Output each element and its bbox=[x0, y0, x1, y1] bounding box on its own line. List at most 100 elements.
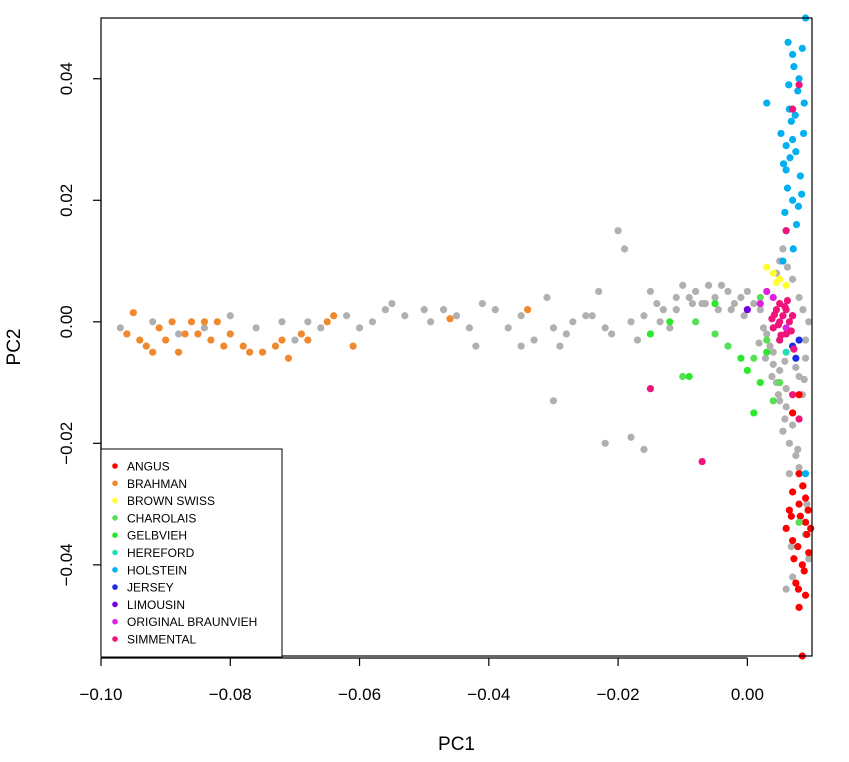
point-charolais bbox=[795, 518, 803, 526]
point-brahman bbox=[181, 330, 189, 338]
x-tick-label: −0.02 bbox=[597, 685, 640, 704]
point-unlabeled bbox=[805, 555, 813, 563]
point-unlabeled bbox=[779, 245, 787, 253]
legend-label: ORIGINAL BRAUNVIEH bbox=[127, 615, 257, 629]
point-angus bbox=[803, 530, 811, 539]
point-unlabeled bbox=[317, 324, 325, 332]
point-charolais bbox=[763, 336, 771, 344]
point-holstein bbox=[785, 81, 793, 89]
x-tick-label: −0.04 bbox=[467, 685, 510, 704]
point-holstein bbox=[800, 99, 808, 107]
point-unlabeled bbox=[763, 330, 771, 338]
x-tick-label: −0.08 bbox=[209, 685, 252, 704]
point-brahman bbox=[239, 342, 247, 350]
point-brahman bbox=[349, 342, 357, 350]
point-holstein bbox=[787, 117, 795, 125]
point-simmental bbox=[768, 315, 776, 323]
point-unlabeled bbox=[794, 445, 802, 454]
point-unlabeled bbox=[149, 318, 157, 326]
point-holstein bbox=[795, 75, 803, 83]
point-gelbvieh bbox=[763, 348, 771, 356]
y-axis: −0.04 −0.02 0.00 0.02 0.04 bbox=[57, 62, 102, 586]
point-original-braunvieh bbox=[756, 299, 764, 308]
point-holstein bbox=[782, 142, 790, 150]
point-unlabeled bbox=[355, 324, 364, 332]
legend-label: JERSEY bbox=[127, 581, 174, 595]
point-unlabeled bbox=[620, 245, 629, 253]
point-brahman bbox=[207, 336, 215, 344]
point-unlabeled bbox=[640, 312, 648, 320]
point-brahman bbox=[168, 318, 176, 326]
point-unlabeled bbox=[776, 397, 784, 405]
point-angus bbox=[801, 518, 810, 526]
point-unlabeled bbox=[769, 348, 777, 356]
point-brahman bbox=[226, 330, 234, 338]
point-unlabeled bbox=[304, 318, 312, 326]
legend-marker bbox=[112, 532, 118, 538]
legend-marker bbox=[112, 515, 118, 521]
y-tick-label: −0.02 bbox=[57, 422, 76, 465]
point-unlabeled bbox=[517, 342, 525, 350]
point-gelbvieh bbox=[711, 299, 719, 308]
point-angus bbox=[798, 561, 806, 569]
point-holstein bbox=[789, 196, 797, 204]
point-angus bbox=[794, 543, 802, 551]
point-charolais bbox=[776, 378, 784, 387]
point-brahman bbox=[187, 318, 196, 326]
point-simmental bbox=[779, 312, 787, 320]
point-unlabeled bbox=[659, 306, 667, 314]
point-unlabeled bbox=[799, 306, 807, 314]
point-unlabeled bbox=[672, 306, 680, 314]
point-charolais bbox=[692, 318, 700, 326]
point-brown-swiss bbox=[763, 263, 771, 271]
point-unlabeled bbox=[761, 354, 770, 362]
point-unlabeled bbox=[679, 281, 687, 289]
point-brown-swiss bbox=[769, 269, 777, 277]
point-unlabeled bbox=[785, 439, 793, 447]
point-angus bbox=[782, 524, 790, 533]
point-gelbvieh bbox=[756, 378, 764, 387]
point-holstein bbox=[801, 470, 810, 478]
point-unlabeled bbox=[781, 415, 789, 423]
point-unlabeled bbox=[653, 299, 661, 308]
point-holstein bbox=[789, 135, 797, 144]
point-unlabeled bbox=[252, 324, 260, 332]
point-unlabeled bbox=[805, 318, 813, 326]
point-angus bbox=[790, 555, 798, 563]
point-brahman bbox=[142, 342, 150, 350]
point-brahman bbox=[524, 306, 532, 314]
point-unlabeled bbox=[116, 324, 124, 332]
point-holstein bbox=[791, 111, 799, 119]
point-limousin bbox=[743, 306, 751, 314]
point-unlabeled bbox=[517, 312, 525, 320]
point-holstein bbox=[799, 129, 808, 138]
point-brahman bbox=[194, 330, 202, 338]
point-simmental bbox=[789, 105, 797, 113]
point-unlabeled bbox=[420, 306, 428, 314]
point-holstein bbox=[777, 129, 785, 138]
point-unlabeled bbox=[792, 363, 800, 371]
point-holstein bbox=[792, 220, 801, 229]
point-unlabeled bbox=[717, 281, 726, 289]
point-holstein bbox=[763, 99, 771, 107]
point-unlabeled bbox=[782, 385, 790, 393]
point-unlabeled bbox=[543, 293, 551, 302]
point-angus bbox=[801, 591, 810, 599]
legend-label: BROWN SWISS bbox=[127, 494, 215, 508]
point-angus bbox=[804, 506, 812, 514]
point-unlabeled bbox=[801, 336, 810, 344]
point-holstein bbox=[786, 154, 794, 162]
point-unlabeled bbox=[478, 299, 486, 308]
point-brahman bbox=[200, 318, 209, 326]
point-unlabeled bbox=[343, 312, 351, 320]
point-unlabeled bbox=[582, 312, 590, 320]
point-unlabeled bbox=[646, 287, 655, 296]
point-angus bbox=[787, 512, 795, 520]
point-simmental bbox=[790, 345, 798, 353]
point-angus bbox=[807, 524, 815, 533]
point-unlabeled bbox=[226, 312, 234, 320]
point-jersey bbox=[792, 354, 800, 362]
point-unlabeled bbox=[727, 306, 735, 314]
legend-marker bbox=[112, 584, 118, 590]
point-simmental bbox=[789, 312, 797, 320]
